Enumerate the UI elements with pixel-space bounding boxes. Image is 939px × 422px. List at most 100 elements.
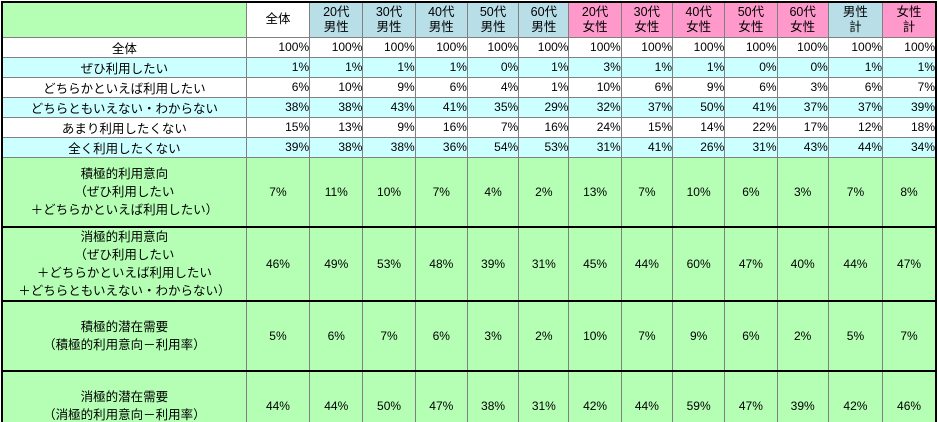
summary-value-cell: 47%	[724, 226, 778, 302]
summary-value-cell: 13%	[568, 156, 622, 228]
value-cell: 1%	[362, 56, 416, 78]
summary-value-cell: 2%	[776, 300, 829, 372]
summary-value-cell: 46%	[245, 226, 311, 302]
summary-value-cell: 42%	[568, 370, 622, 422]
value-cell: 39%	[882, 96, 937, 118]
summary-value-cell: 44%	[620, 370, 674, 422]
value-cell: 50%	[671, 96, 726, 118]
column-header: 20代 男性	[309, 1, 364, 38]
value-cell: 7%	[882, 76, 937, 98]
summary-value-cell: 3%	[776, 156, 829, 228]
column-header: 60代 男性	[518, 1, 570, 38]
value-cell: 100%	[568, 36, 622, 58]
value-cell: 37%	[620, 96, 674, 118]
value-cell: 1%	[414, 56, 468, 78]
table-row: あまり利用したくない 15% 13% 9% 16% 7% 16% 24% 15% 14% 22% 17…	[1, 116, 937, 138]
value-cell: 100%	[466, 36, 520, 58]
column-header: 50代 女性	[724, 1, 778, 38]
value-cell: 26%	[671, 136, 726, 158]
row-label: 全体	[1, 36, 247, 58]
row-label: ぜひ利用したい	[1, 56, 247, 78]
value-cell: 31%	[724, 136, 778, 158]
summary-value-cell: 31%	[518, 370, 570, 422]
column-header: 20代 女性	[568, 1, 622, 38]
value-cell: 38%	[245, 96, 311, 118]
column-header: 50代 男性	[466, 1, 520, 38]
value-cell: 39%	[245, 136, 311, 158]
value-cell: 41%	[620, 136, 674, 158]
value-cell: 100%	[245, 36, 311, 58]
summary-row-label: 消極的潜在需要 （消極的利用意向－利用率）	[1, 370, 247, 422]
value-cell: 16%	[518, 116, 570, 138]
value-cell: 100%	[620, 36, 674, 58]
table-row: ぜひ利用したい 1% 1% 1% 1% 0% 1% 3% 1% 1% 0% 0% 1% 1%	[1, 56, 937, 78]
summary-value-cell: 7%	[362, 300, 416, 372]
value-cell: 1%	[245, 56, 311, 78]
summary-value-cell: 39%	[466, 226, 520, 302]
summary-row: 積極的潜在需要 （積極的利用意向－利用率） 5% 6% 7% 6% 3% 2% 10% 7% 9%…	[1, 300, 937, 372]
summary-value-cell: 7%	[882, 300, 937, 372]
summary-value-cell: 40%	[776, 226, 829, 302]
column-header: 30代 女性	[620, 1, 674, 38]
value-cell: 3%	[776, 76, 829, 98]
summary-value-cell: 42%	[827, 370, 884, 422]
summary-value-cell: 59%	[671, 370, 726, 422]
value-cell: 38%	[362, 136, 416, 158]
summary-value-cell: 44%	[309, 370, 364, 422]
value-cell: 1%	[827, 56, 884, 78]
column-header: 女性 計	[882, 1, 937, 38]
value-cell: 1%	[671, 56, 726, 78]
value-cell: 1%	[518, 76, 570, 98]
summary-value-cell: 53%	[362, 226, 416, 302]
value-cell: 100%	[671, 36, 726, 58]
value-cell: 100%	[414, 36, 468, 58]
summary-value-cell: 7%	[827, 156, 884, 228]
value-cell: 0%	[776, 56, 829, 78]
row-label: どちらともいえない・わからない	[1, 96, 247, 118]
summary-value-cell: 7%	[245, 156, 311, 228]
summary-value-cell: 45%	[568, 226, 622, 302]
summary-value-cell: 44%	[245, 370, 311, 422]
summary-value-cell: 4%	[466, 156, 520, 228]
value-cell: 6%	[414, 76, 468, 98]
value-cell: 1%	[882, 56, 937, 78]
value-cell: 1%	[518, 56, 570, 78]
value-cell: 54%	[466, 136, 520, 158]
summary-value-cell: 6%	[724, 300, 778, 372]
value-cell: 100%	[362, 36, 416, 58]
value-cell: 0%	[466, 56, 520, 78]
value-cell: 10%	[309, 76, 364, 98]
table-row: 全体 100% 100% 100% 100% 100% 100% 100% 100% 100% 10…	[1, 36, 937, 58]
value-cell: 0%	[724, 56, 778, 78]
value-cell: 35%	[466, 96, 520, 118]
value-cell: 17%	[776, 116, 829, 138]
value-cell: 36%	[414, 136, 468, 158]
value-cell: 44%	[827, 136, 884, 158]
summary-value-cell: 6%	[414, 300, 468, 372]
table-row: 全く利用したくない 39% 38% 38% 36% 54% 53% 31% 41% 26% 31% 4…	[1, 136, 937, 158]
summary-value-cell: 49%	[309, 226, 364, 302]
summary-value-cell: 39%	[776, 370, 829, 422]
value-cell: 41%	[724, 96, 778, 118]
summary-value-cell: 31%	[518, 226, 570, 302]
summary-value-cell: 10%	[362, 156, 416, 228]
summary-value-cell: 8%	[882, 156, 937, 228]
summary-value-cell: 5%	[245, 300, 311, 372]
summary-value-cell: 10%	[671, 156, 726, 228]
value-cell: 4%	[466, 76, 520, 98]
value-cell: 41%	[414, 96, 468, 118]
summary-row-label: 積極的潜在需要 （積極的利用意向－利用率）	[1, 300, 247, 372]
summary-row: 消極的利用意向 （ぜひ利用したい ＋どちらかといえば利用したい ＋どちらともいえ…	[1, 226, 937, 302]
summary-value-cell: 46%	[882, 370, 937, 422]
summary-value-cell: 6%	[309, 300, 364, 372]
row-label: 全く利用したくない	[1, 136, 247, 158]
summary-value-cell: 48%	[414, 226, 468, 302]
value-cell: 43%	[362, 96, 416, 118]
summary-value-cell: 60%	[671, 226, 726, 302]
value-cell: 7%	[466, 116, 520, 138]
summary-value-cell: 3%	[466, 300, 520, 372]
value-cell: 22%	[724, 116, 778, 138]
summary-value-cell: 11%	[309, 156, 364, 228]
table-row: どちらかといえば利用したい 6% 10% 9% 6% 4% 1% 10% 6% 9% 6% 3% 6% 7…	[1, 76, 937, 98]
column-header: 60代 女性	[776, 1, 829, 38]
